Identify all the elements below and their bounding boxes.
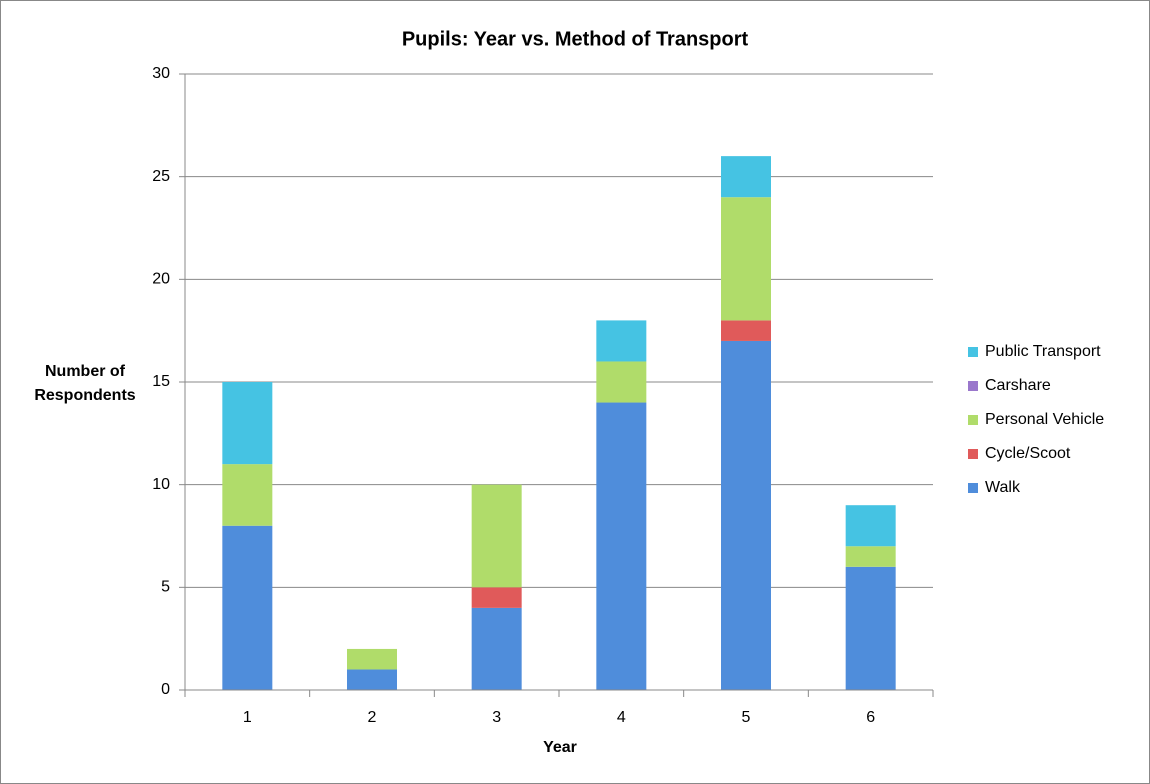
- legend-label: Personal Vehicle: [985, 411, 1104, 428]
- legend-label: Cycle/Scoot: [985, 445, 1071, 462]
- x-tick-label: 2: [368, 709, 377, 726]
- bar-segment: [596, 320, 647, 362]
- legend-swatch: [968, 449, 978, 459]
- bar-segment: [845, 546, 896, 567]
- bar-segment: [845, 505, 896, 547]
- y-tick-label: 10: [152, 476, 170, 493]
- x-tick-label: 5: [742, 709, 751, 726]
- y-tick-label: 0: [161, 681, 170, 698]
- legend-label: Carshare: [985, 377, 1051, 394]
- bar-segment: [471, 607, 522, 690]
- legend-label: Public Transport: [985, 343, 1101, 360]
- bar-segment: [347, 669, 397, 690]
- bar-segment: [347, 648, 397, 670]
- chart-title: Pupils: Year vs. Method of Transport: [402, 28, 749, 50]
- y-tick-label: 30: [152, 65, 170, 82]
- bar-segment: [471, 484, 522, 588]
- y-tick-label: 15: [152, 373, 170, 390]
- legend-swatch: [968, 347, 978, 357]
- x-tick-label: 1: [243, 709, 252, 726]
- bar-segment: [596, 402, 647, 690]
- y-axis-label: Number of Respondents: [34, 363, 136, 404]
- bar-segment: [721, 340, 771, 690]
- y-tick-label: 25: [152, 168, 170, 185]
- legend-label: Walk: [985, 479, 1021, 496]
- bar-segment: [721, 197, 771, 321]
- bar-segment: [222, 464, 273, 526]
- bar-segment: [721, 320, 771, 341]
- x-tick-label: 3: [492, 709, 501, 726]
- bar-segment: [845, 566, 896, 690]
- x-tick-label: 6: [866, 709, 875, 726]
- bar-segment: [471, 587, 522, 608]
- x-tick-label: 4: [617, 709, 626, 726]
- y-tick-label: 20: [152, 271, 170, 288]
- legend-swatch: [968, 483, 978, 493]
- legend-swatch: [968, 415, 978, 425]
- bar-segment: [596, 361, 647, 403]
- bar-segment: [222, 382, 273, 465]
- y-tick-label: 5: [161, 579, 170, 596]
- bar-segment: [721, 156, 771, 198]
- legend-swatch: [968, 381, 978, 391]
- x-axis-label: Year: [543, 739, 577, 756]
- bar-segment: [222, 525, 273, 690]
